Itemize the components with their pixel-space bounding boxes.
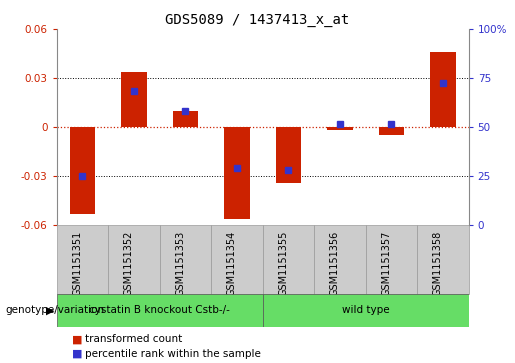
- Text: transformed count: transformed count: [85, 334, 182, 344]
- Bar: [70, 127, 95, 213]
- Bar: [57, 294, 263, 327]
- Bar: [173, 111, 198, 127]
- Bar: [263, 294, 469, 327]
- Text: GSM1151353: GSM1151353: [176, 231, 185, 296]
- Text: cystatin B knockout Cstb-/-: cystatin B knockout Cstb-/-: [89, 305, 230, 315]
- Bar: [108, 225, 160, 294]
- Bar: [57, 225, 108, 294]
- Bar: [379, 127, 404, 135]
- Text: GSM1151357: GSM1151357: [382, 231, 391, 296]
- Text: GSM1151352: GSM1151352: [124, 231, 134, 296]
- Text: genotype/variation: genotype/variation: [5, 305, 104, 315]
- Text: GSM1151358: GSM1151358: [433, 231, 443, 296]
- Bar: [430, 52, 456, 127]
- Text: percentile rank within the sample: percentile rank within the sample: [85, 349, 261, 359]
- Bar: [160, 225, 211, 294]
- Bar: [121, 72, 147, 127]
- Bar: [263, 225, 314, 294]
- Text: ■: ■: [72, 334, 82, 344]
- Text: GSM1151355: GSM1151355: [279, 231, 288, 296]
- Bar: [366, 225, 417, 294]
- Text: GSM1151351: GSM1151351: [73, 231, 82, 296]
- Text: wild type: wild type: [342, 305, 389, 315]
- Bar: [327, 127, 353, 130]
- Text: ▶: ▶: [45, 305, 54, 315]
- Text: ■: ■: [72, 349, 82, 359]
- Bar: [314, 225, 366, 294]
- Text: GDS5089 / 1437413_x_at: GDS5089 / 1437413_x_at: [165, 13, 350, 27]
- Bar: [211, 225, 263, 294]
- Bar: [417, 225, 469, 294]
- Bar: [276, 127, 301, 183]
- Bar: [224, 127, 250, 219]
- Text: GSM1151354: GSM1151354: [227, 231, 237, 296]
- Text: GSM1151356: GSM1151356: [330, 231, 340, 296]
